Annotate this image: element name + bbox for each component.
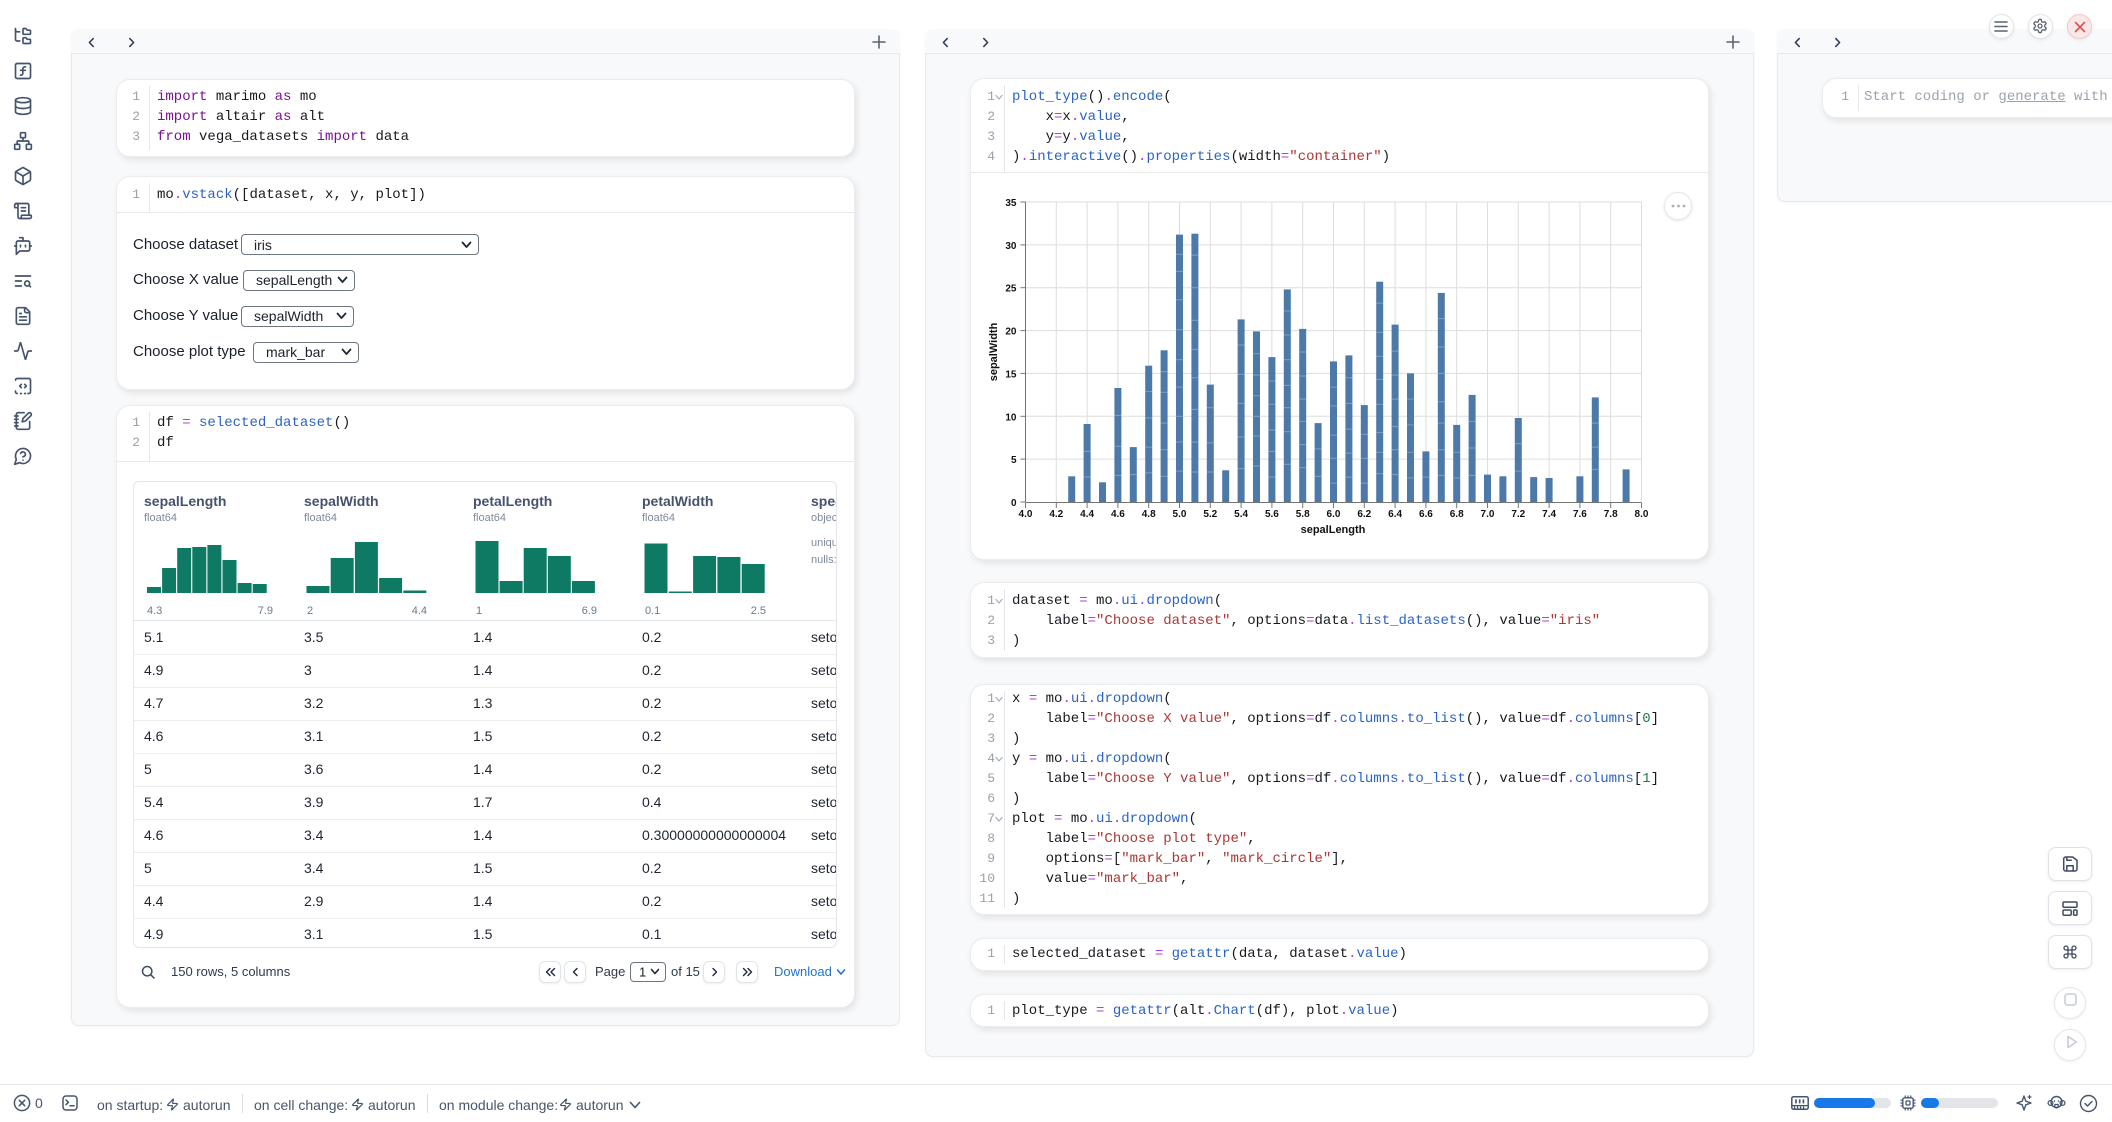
svg-text:30: 30 [1005, 241, 1017, 252]
svg-text:7.4: 7.4 [1542, 509, 1556, 520]
svg-text:6.6: 6.6 [1419, 509, 1433, 520]
svg-text:4.8: 4.8 [1142, 509, 1156, 520]
svg-text:4.4: 4.4 [1080, 509, 1094, 520]
svg-text:4.6: 4.6 [1111, 509, 1125, 520]
svg-text:6.0: 6.0 [1327, 509, 1341, 520]
svg-text:10: 10 [1005, 412, 1017, 423]
svg-text:20: 20 [1005, 327, 1017, 338]
svg-text:5.8: 5.8 [1296, 509, 1310, 520]
svg-text:15: 15 [1005, 369, 1017, 380]
svg-text:5.4: 5.4 [1234, 509, 1248, 520]
svg-text:7.6: 7.6 [1573, 509, 1587, 520]
svg-text:5.2: 5.2 [1203, 509, 1217, 520]
svg-text:6.2: 6.2 [1357, 509, 1371, 520]
svg-text:5.6: 5.6 [1265, 509, 1279, 520]
svg-text:7.8: 7.8 [1604, 509, 1618, 520]
svg-text:0: 0 [1011, 498, 1017, 509]
svg-text:5: 5 [1011, 455, 1017, 466]
svg-text:sepalLength: sepalLength [1301, 524, 1366, 536]
svg-text:7.2: 7.2 [1511, 509, 1525, 520]
svg-text:25: 25 [1005, 284, 1017, 295]
svg-text:35: 35 [1005, 198, 1017, 209]
svg-text:8.0: 8.0 [1635, 509, 1649, 520]
svg-text:sepalWidth: sepalWidth [988, 322, 1000, 381]
svg-text:7.0: 7.0 [1481, 509, 1495, 520]
svg-text:5.0: 5.0 [1173, 509, 1187, 520]
svg-text:4.2: 4.2 [1049, 509, 1063, 520]
svg-text:6.8: 6.8 [1450, 509, 1464, 520]
svg-text:4.0: 4.0 [1019, 509, 1033, 520]
svg-text:6.4: 6.4 [1388, 509, 1402, 520]
